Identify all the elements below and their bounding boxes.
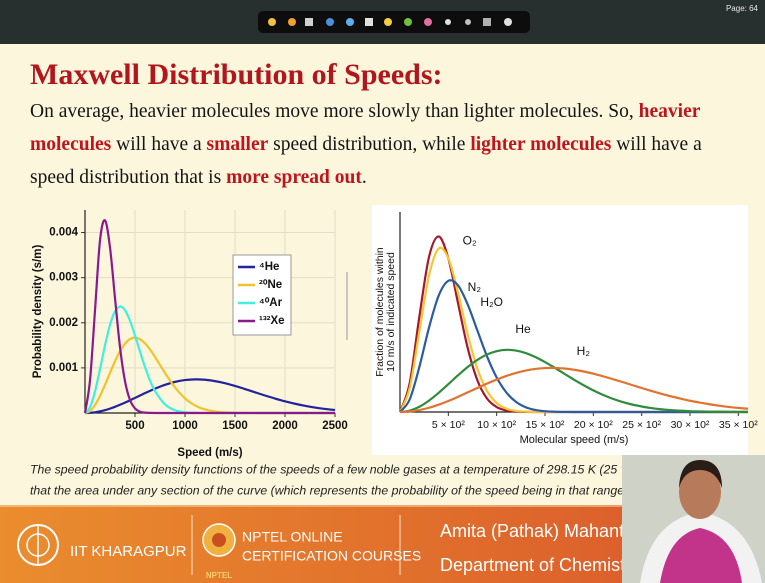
emphasis-text: more spread out: [226, 167, 362, 188]
x-tick-label: 30 × 10²: [671, 419, 710, 431]
legend-label: ⁴He: [259, 261, 279, 273]
body-text-run: On average, heavier molecules move more …: [30, 101, 639, 122]
y-tick-label: 0.002: [49, 317, 78, 329]
y-axis-title: Probability density (s/m): [32, 245, 44, 379]
x-tick-label: 2000: [272, 420, 298, 432]
curve-label: H₂O: [480, 295, 503, 309]
x-tick-label: 15 × 10²: [526, 419, 565, 431]
legend-label: ²⁰Ne: [259, 278, 282, 291]
body-text-run: speed distribution, while: [268, 134, 470, 155]
page: { "header": {"page": "Page: 64"}, "slide…: [0, 0, 765, 583]
legend-label: ⁴⁰Ar: [259, 296, 283, 309]
slide-title: Maxwell Distribution of Speeds:: [30, 58, 443, 91]
emphasis-text: lighter molecules: [470, 134, 611, 155]
y-tick-label: 0.004: [49, 227, 78, 239]
nptel-logo: [203, 524, 235, 556]
legend-label: ¹³²Xe: [259, 315, 285, 327]
nptel-logo-text: NPTEL: [206, 571, 232, 580]
course-line: NPTEL ONLINE: [242, 529, 343, 545]
curve-label: O₂: [463, 234, 477, 248]
body-text-run: will have a: [111, 134, 206, 155]
x-axis-title: Molecular speed (m/s): [520, 434, 629, 446]
x-tick-label: 500: [125, 420, 144, 432]
page-number: Page: 64: [726, 4, 759, 13]
y-axis-title: 10 m/s of indicated speed: [385, 252, 397, 372]
slide: Page: 64 Maxwell Distribution of Speeds:…: [0, 0, 765, 583]
x-tick-label: 2500: [322, 420, 348, 432]
course-line: CERTIFICATION COURSES: [242, 548, 421, 564]
x-tick-label: 1500: [222, 420, 248, 432]
curve-label: He: [515, 322, 531, 336]
presenter-name: Amita (Pathak) Mahant: [440, 521, 624, 541]
x-axis-title: Speed (m/s): [177, 447, 242, 459]
curve-label: N₂: [468, 280, 482, 294]
body-text-run: .: [362, 167, 367, 188]
body-text: On average, heavier molecules move more …: [30, 95, 742, 194]
x-tick-label: 10 × 10²: [477, 419, 516, 431]
caption-line: that the area under any section of the c…: [30, 483, 652, 497]
x-tick-label: 1000: [172, 420, 198, 432]
x-tick-label: 20 × 10²: [574, 419, 613, 431]
emphasis-text: smaller: [207, 134, 269, 155]
y-tick-label: 0.001: [49, 362, 78, 374]
department-name: Department of Chemist: [440, 555, 625, 575]
institute-name: IIT KHARAGPUR: [70, 543, 187, 560]
x-tick-label: 5 × 10²: [432, 419, 465, 431]
x-tick-label: 25 × 10²: [622, 419, 661, 431]
x-tick-label: 35 × 10²: [719, 419, 758, 431]
curve-label: H₂: [577, 344, 591, 358]
presenter-video: [622, 455, 765, 583]
y-tick-label: 0.003: [49, 272, 78, 284]
